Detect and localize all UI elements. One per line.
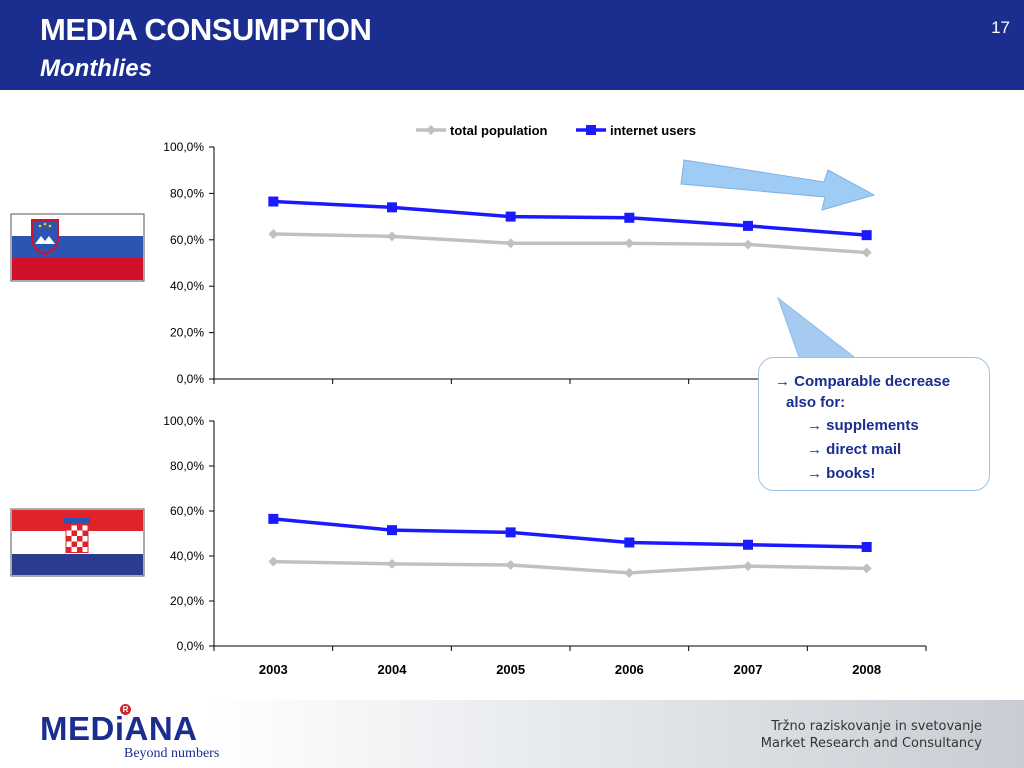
chart-legend: total population internet users (416, 123, 696, 138)
data-point-internet-users (861, 230, 872, 241)
slide-header: MEDIA CONSUMPTION Monthlies 17 (0, 0, 1024, 90)
callout-box: → Comparable decrease also for: → supple… (758, 357, 990, 491)
data-point-total-population (505, 560, 516, 570)
data-point-internet-users (268, 513, 279, 524)
x-tick-label: 2008 (852, 662, 881, 677)
callout-pointer-icon (776, 296, 860, 361)
croatia-flag-icon (10, 508, 145, 577)
data-point-internet-users (624, 212, 635, 223)
footer-line-1: Tržno raziskovanje in svetovanje (771, 719, 982, 734)
y-tick-label: 100,0% (163, 140, 204, 154)
slide-title: MEDIA CONSUMPTION (40, 12, 372, 47)
data-point-internet-users (387, 202, 397, 213)
series-line-internet-users (273, 199, 867, 237)
x-tick-label: 2005 (496, 662, 525, 677)
x-tick-label: 2007 (734, 662, 763, 677)
legend-marker-internet-users (586, 125, 596, 135)
y-tick-label: 0,0% (177, 372, 205, 386)
callout-line-5: → books! (807, 465, 876, 482)
callout-line-3: → supplements (807, 417, 919, 434)
y-tick-label: 80,0% (170, 186, 204, 200)
y-tick-label: 60,0% (170, 233, 204, 247)
legend-marker-total-population (426, 125, 436, 135)
data-point-internet-users (861, 542, 872, 552)
y-tick-label: 0,0% (177, 639, 205, 653)
data-point-total-population (268, 556, 279, 567)
y-tick-label: 100,0% (163, 414, 204, 428)
y-tick-label: 40,0% (170, 279, 204, 293)
logo-tagline: Beyond numbers (124, 746, 220, 761)
data-point-internet-users (268, 196, 279, 207)
data-point-internet-users (624, 537, 635, 548)
callout-line-2: also for: (786, 394, 846, 411)
data-point-total-population (624, 238, 635, 249)
chart-area: total population internet users 100,0% 80… (10, 123, 927, 677)
data-point-internet-users (743, 220, 753, 231)
slovenia-flag-icon (10, 213, 145, 282)
data-point-total-population (861, 247, 872, 258)
data-point-total-population (505, 238, 516, 249)
chart-panel-1: 100,0% 80,0% 60,0% 40,0% 20,0% 0,0% (163, 140, 927, 386)
series-line-total-population (273, 232, 867, 255)
data-point-internet-users (505, 211, 516, 222)
y-tick-label: 80,0% (170, 459, 204, 473)
callout-line-4: → direct mail (807, 441, 902, 458)
slide-subtitle: Monthlies (40, 55, 152, 82)
x-tick-label: 2006 (615, 662, 644, 677)
legend-label-internet-users: internet users (610, 123, 696, 138)
series-line-internet-users (273, 517, 867, 549)
data-point-internet-users (387, 525, 397, 536)
registered-mark-icon: R (120, 704, 131, 715)
data-point-total-population (624, 567, 635, 578)
trend-arrow-icon (680, 159, 876, 211)
data-point-total-population (268, 229, 279, 239)
data-point-total-population (387, 558, 397, 569)
data-point-total-population (743, 239, 753, 250)
y-tick-label: 20,0% (170, 594, 204, 608)
legend-label-total-population: total population (450, 123, 548, 138)
x-tick-label: 2003 (259, 662, 288, 677)
y-tick-label: 20,0% (170, 326, 204, 340)
x-tick-label: 2004 (378, 662, 408, 677)
y-tick-label: 60,0% (170, 504, 204, 518)
page-number: 17 (991, 18, 1010, 37)
y-tick-label: 40,0% (170, 549, 204, 563)
data-point-internet-users (743, 539, 753, 550)
mediana-logo: MEDiANA (40, 710, 198, 747)
data-point-internet-users (505, 527, 516, 538)
chart-panel-2: 100,0% 80,0% 60,0% 40,0% 20,0% 0,0% 2003 2004 20… (163, 414, 927, 677)
data-point-total-population (743, 561, 753, 572)
footer-line-2: Market Research and Consultancy (760, 736, 982, 751)
callout-line-1: → Comparable decrease (775, 373, 951, 390)
data-point-total-population (387, 231, 397, 242)
footer: MEDiANA R Beyond numbers Tržno raziskova… (0, 700, 1024, 768)
data-point-total-population (861, 563, 872, 574)
series-line-total-population (273, 559, 867, 575)
